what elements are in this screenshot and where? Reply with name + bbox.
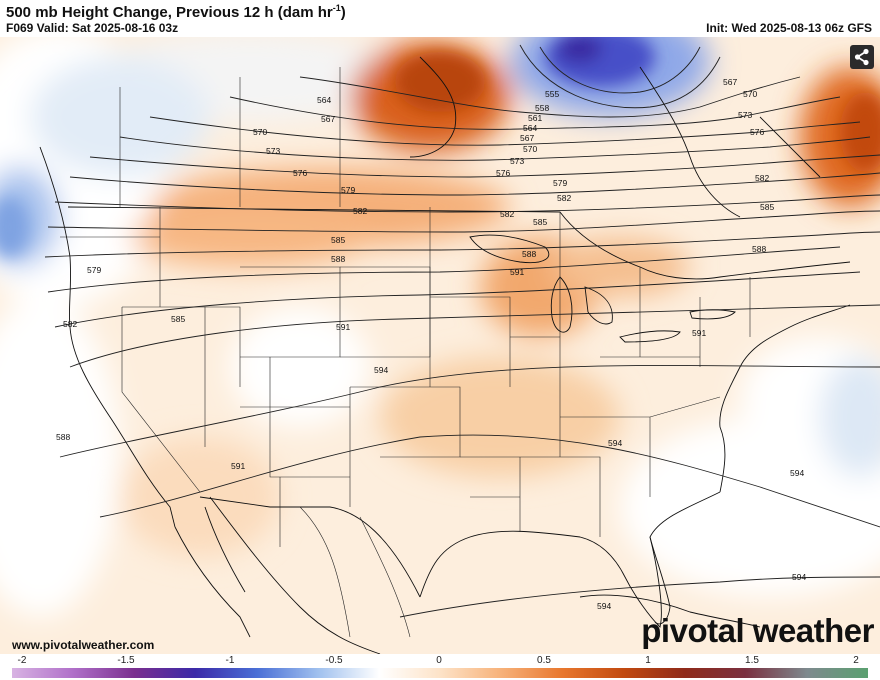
contour-label: 582 [755, 173, 769, 183]
contour-label: 564 [317, 95, 331, 105]
contour-label: 588 [522, 249, 536, 259]
contour-label: 582 [557, 193, 571, 203]
contour-labels: 555 558 561 564 564 567 567 567 570 570 … [56, 77, 806, 611]
contour-label: 576 [293, 168, 307, 178]
contour-label: 567 [723, 77, 737, 87]
contour-label: 567 [520, 133, 534, 143]
contour-label: 591 [336, 322, 350, 332]
contour-label: 582 [500, 209, 514, 219]
contour-label: 591 [231, 461, 245, 471]
contour-label: 591 [692, 328, 706, 338]
colorbar-tick: -0.5 [325, 655, 343, 666]
contour-label: 582 [353, 206, 367, 216]
contour-label: 570 [253, 127, 267, 137]
contour-label: 585 [533, 217, 547, 227]
colorbar-tick: 1.5 [745, 655, 759, 666]
contour-label: 594 [597, 601, 611, 611]
contour-label: 588 [331, 254, 345, 264]
contour-label: 582 [63, 319, 77, 329]
contour-label: 585 [760, 202, 774, 212]
colorbar-tick: -1.5 [117, 655, 135, 666]
contour-label: 594 [792, 572, 806, 582]
contour-label: 594 [374, 365, 388, 375]
colorbar-tick: -1 [225, 655, 235, 666]
height-contours [44, 44, 880, 618]
coastlines-borders [39, 56, 851, 654]
colorbar-tick: 0.5 [537, 655, 551, 666]
share-icon [854, 48, 869, 66]
contour-label: 561 [528, 113, 542, 123]
contour-label: 555 [545, 89, 559, 99]
height-change-shading [0, 37, 880, 617]
colorbar-tick: 1 [645, 655, 651, 666]
contour-label: 570 [523, 144, 537, 154]
state-borders [60, 67, 751, 638]
contour-label: 570 [743, 89, 757, 99]
website-credit[interactable]: www.pivotalweather.com [12, 638, 155, 652]
contour-label: 567 [321, 114, 335, 124]
colorbar-strip [12, 668, 868, 678]
contour-label: 588 [752, 244, 766, 254]
colorbar: -2 -1.5 -1 -0.5 0 0.5 1 1.5 2 [0, 654, 880, 680]
share-button[interactable] [850, 45, 874, 69]
brand-logo: pivotal weather [641, 612, 874, 649]
colorbar-ticks: -2 -1.5 -1 -0.5 0 0.5 1 1.5 2 [0, 654, 880, 668]
contour-label: 594 [790, 468, 804, 478]
contour-label: 579 [341, 185, 355, 195]
contour-label: 564 [523, 123, 537, 133]
contour-label: 594 [608, 438, 622, 448]
colorbar-tick: 2 [853, 655, 859, 666]
contour-label: 591 [510, 267, 524, 277]
colorbar-tick: -2 [17, 655, 27, 666]
contour-label: 558 [535, 103, 549, 113]
colorbar-tick: 0 [436, 655, 442, 666]
contour-label: 576 [750, 127, 764, 137]
valid-time: F069 Valid: Sat 2025-08-16 03z [6, 21, 179, 35]
contour-label: 585 [331, 235, 345, 245]
contour-label: 573 [738, 110, 752, 120]
contour-label: 585 [171, 314, 185, 324]
contour-label: 576 [496, 168, 510, 178]
contour-label: 588 [56, 432, 70, 442]
contour-label: 573 [266, 146, 280, 156]
contour-label: 579 [87, 265, 101, 275]
contour-label: 573 [510, 156, 524, 166]
contour-label: 579 [553, 178, 567, 188]
weather-map[interactable]: 555 558 561 564 564 567 567 567 570 570 … [0, 37, 880, 654]
map-title: 500 mb Height Change, Previous 12 h (dam… [6, 3, 346, 21]
header: 500 mb Height Change, Previous 12 h (dam… [0, 0, 880, 37]
init-time: Init: Wed 2025-08-13 06z GFS [706, 21, 872, 35]
